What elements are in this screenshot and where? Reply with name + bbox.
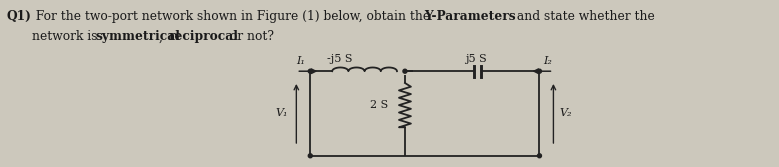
Circle shape [403,69,407,73]
Text: ,: , [160,30,167,43]
Text: V₂: V₂ [559,109,572,119]
Text: network is: network is [32,30,101,43]
Text: I₁: I₁ [296,56,305,66]
Circle shape [308,154,312,158]
Text: and state whether the: and state whether the [513,10,655,23]
Text: I₂: I₂ [544,56,552,66]
Text: Q1): Q1) [6,10,31,23]
Circle shape [538,69,541,73]
Circle shape [308,69,312,73]
Text: V₁: V₁ [276,109,288,119]
Text: For the two-port network shown in Figure (1) below, obtain the: For the two-port network shown in Figure… [32,10,434,23]
Text: 2 S: 2 S [370,100,388,110]
Text: -j5 S: -j5 S [327,54,353,64]
Text: symmetrical: symmetrical [96,30,181,43]
Text: j5 S: j5 S [465,54,486,64]
Text: Y-Parameters: Y-Parameters [425,10,516,23]
Circle shape [538,154,541,158]
Text: reciprocal: reciprocal [168,30,238,43]
Text: or not?: or not? [226,30,273,43]
